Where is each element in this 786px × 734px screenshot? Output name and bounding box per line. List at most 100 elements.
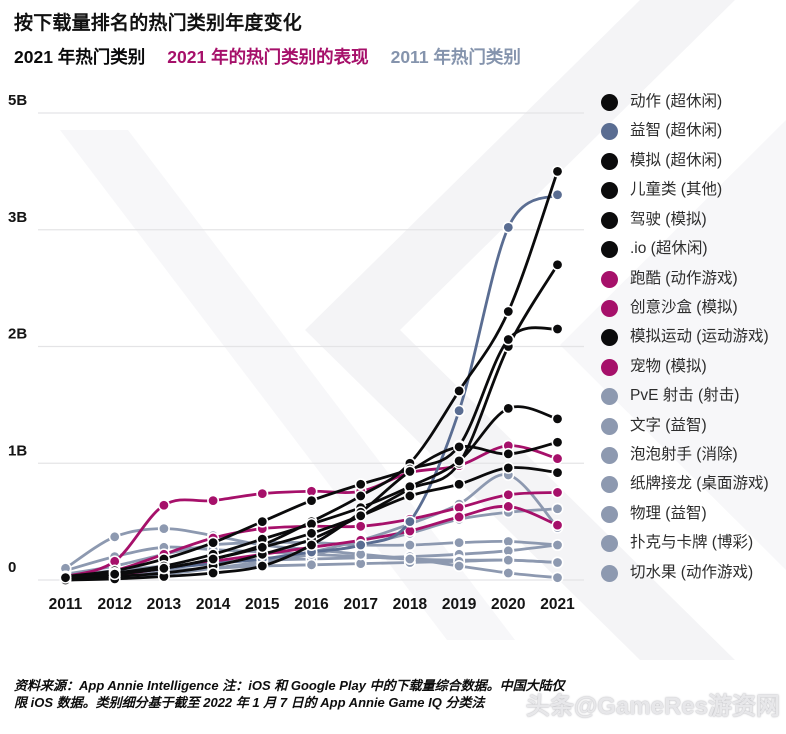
legend-dot-icon — [601, 123, 618, 141]
data-point — [256, 515, 269, 528]
data-point — [207, 494, 220, 507]
data-point — [403, 515, 416, 528]
legend-dot-icon — [601, 241, 618, 259]
data-point — [502, 333, 515, 346]
legend-item: 泡泡射手 (消除) — [601, 445, 783, 466]
legend-item: 纸牌接龙 (桌面游戏) — [601, 474, 783, 495]
data-point — [551, 452, 564, 465]
legend-item-label: 跑酷 (动作游戏) — [630, 269, 738, 287]
data-point — [256, 487, 269, 500]
data-point — [453, 384, 466, 397]
data-point — [502, 221, 515, 234]
legend-item-label: 驾驶 (模拟) — [630, 210, 707, 228]
legend-item-label: 益智 (超休闲) — [630, 122, 723, 140]
legend-dot-icon — [601, 211, 618, 229]
legend-item-label: 切水果 (动作游戏) — [630, 563, 754, 581]
data-point — [502, 447, 515, 460]
data-point — [157, 562, 170, 575]
data-point — [305, 527, 318, 540]
legend-item: .io (超休闲) — [601, 239, 783, 260]
page-title: 按下载量排名的热门类别年度变化 — [14, 13, 303, 34]
data-point — [502, 461, 515, 474]
data-point — [502, 554, 515, 567]
legend-item-label: 纸牌接龙 (桌面游戏) — [630, 475, 769, 493]
data-point — [108, 530, 121, 543]
legend-item: 模拟 (超休闲) — [601, 151, 783, 172]
legend-2011-top-label: 2011 年热门类别 — [390, 47, 521, 67]
y-axis-label: 1B — [8, 442, 27, 459]
legend-item: 跑酷 (动作游戏) — [601, 269, 783, 290]
legend-item: 益智 (超休闲) — [601, 121, 783, 142]
data-point — [551, 571, 564, 584]
legend-dot-icon — [601, 417, 618, 435]
legend-item: 儿童类 (其他) — [601, 180, 783, 201]
data-point — [551, 188, 564, 201]
series-top2021 — [59, 461, 564, 584]
side-legend: 动作 (超休闲) 益智 (超休闲) 模拟 (超休闲) 儿童类 (其他) 驾驶 (模拟).… — [601, 92, 783, 592]
data-point — [551, 165, 564, 178]
legend-dot-icon — [601, 505, 618, 523]
legend-item: 模拟运动 (运动游戏) — [601, 327, 783, 348]
legend-item-label: 模拟 (超休闲) — [630, 151, 723, 169]
data-point — [551, 502, 564, 515]
x-axis-label: 2015 — [245, 596, 280, 613]
y-axis-label: 2B — [8, 326, 27, 343]
series-line — [64, 263, 559, 581]
chevron-shape — [305, 0, 735, 660]
legend-dot-icon — [601, 270, 618, 288]
data-point — [551, 486, 564, 499]
legend-dot-icon — [601, 182, 618, 200]
legend-dot-icon — [601, 329, 618, 347]
data-point — [207, 552, 220, 565]
data-point — [256, 559, 269, 572]
legend-dot-icon — [601, 358, 618, 376]
legend-item: 扑克与卡牌 (博彩) — [601, 533, 783, 554]
legend-item: PvE 射击 (射击) — [601, 386, 783, 407]
legend-item-label: 扑克与卡牌 (博彩) — [630, 534, 754, 552]
data-point — [354, 509, 367, 522]
data-point — [403, 489, 416, 502]
data-point — [305, 558, 318, 571]
legend-item-label: 宠物 (模拟) — [630, 357, 707, 375]
data-point — [551, 322, 564, 335]
data-point — [453, 510, 466, 523]
legend-item: 动作 (超休闲) — [601, 92, 783, 113]
data-point — [551, 538, 564, 551]
legend-item-label: PvE 射击 (射击) — [630, 387, 740, 405]
data-point — [551, 412, 564, 425]
data-point — [551, 258, 564, 271]
data-point — [354, 478, 367, 491]
line-chart: 0 1B 2B 3B 5B 2011 2012 2013 2014 2015 2016 2017 201… — [8, 92, 584, 613]
data-point — [403, 538, 416, 551]
data-point — [453, 536, 466, 549]
x-axis-label: 2020 — [491, 596, 525, 613]
x-axis-label: 2017 — [343, 596, 377, 613]
legend-item-label: 创意沙盒 (模拟) — [630, 298, 738, 316]
legend-item-label: .io (超休闲) — [630, 240, 708, 258]
data-point — [453, 559, 466, 572]
x-axis-label: 2012 — [97, 596, 131, 613]
data-point — [551, 519, 564, 532]
legend-dot-icon — [601, 564, 618, 582]
series-top2011 — [59, 522, 564, 584]
subtitle-legend: 2021 年热门类别 2021 年的热门类别的表现 2011 年热门类别 — [14, 44, 521, 69]
data-point — [403, 552, 416, 565]
data-point — [502, 566, 515, 579]
data-point — [502, 402, 515, 415]
watermark: 头条@GameRes游资网 — [525, 693, 780, 720]
data-point — [551, 436, 564, 449]
source-note: 资料来源：App Annie Intelligence 注：iOS 和 Goog… — [14, 678, 565, 711]
data-point — [453, 440, 466, 453]
legend-item: 驾驶 (模拟) — [601, 210, 783, 231]
data-point — [108, 568, 121, 581]
data-point — [207, 536, 220, 549]
x-axis-label: 2013 — [147, 596, 182, 613]
x-axis-label: 2016 — [294, 596, 329, 613]
x-axis-label: 2011 — [49, 596, 83, 613]
data-point — [453, 454, 466, 467]
legend-item-label: 文字 (益智) — [630, 416, 707, 434]
data-point — [305, 494, 318, 507]
legend-dot-icon — [601, 152, 618, 170]
